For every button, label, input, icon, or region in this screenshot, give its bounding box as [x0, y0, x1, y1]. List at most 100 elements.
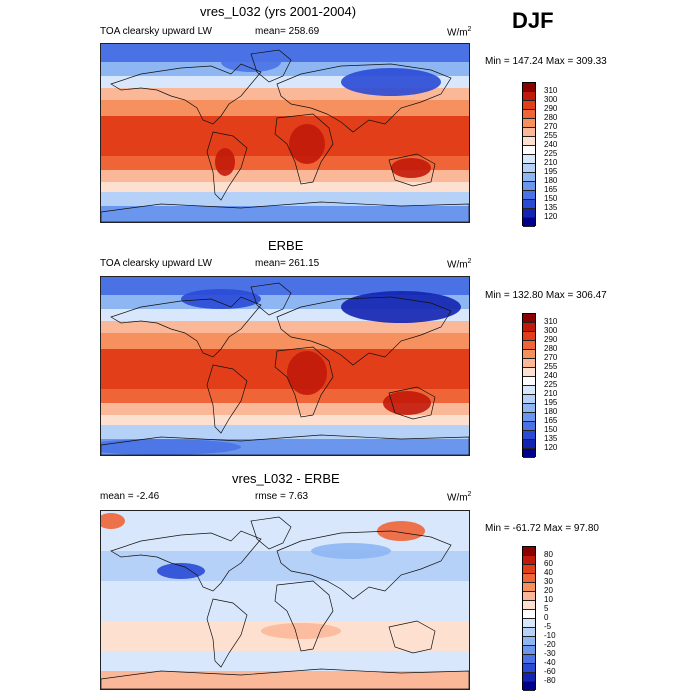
colorbar-swatch [523, 314, 535, 323]
colorbar-swatch [523, 386, 535, 395]
field-band [101, 403, 469, 415]
colorbar-tick-label: -10 [544, 631, 556, 640]
coastline [110, 296, 262, 358]
field-band [101, 321, 469, 333]
panel1-colorbar [522, 82, 536, 227]
panel3-mean-label: mean = -2.46 [100, 491, 160, 502]
coastline [101, 434, 469, 455]
field-band [101, 116, 469, 156]
colorbar-swatch [523, 395, 535, 404]
panel2-mean-label: mean= 261.15 [255, 258, 320, 269]
field-band [101, 44, 469, 62]
colorbar-tick-label: 210 [544, 389, 558, 398]
colorbar-tick-label: 255 [544, 362, 558, 371]
colorbar-swatch [523, 341, 535, 350]
coastline [388, 620, 436, 654]
colorbar-tick-label: -80 [544, 676, 556, 685]
colorbar-tick-label: 270 [544, 353, 558, 362]
panel2-title: ERBE [268, 238, 304, 253]
colorbar-swatch [523, 628, 535, 637]
colorbar-swatch [523, 332, 535, 341]
colorbar-tick-label: 240 [544, 140, 558, 149]
panel3-minmax: Min = -61.72 Max = 97.80 [485, 523, 599, 534]
colorbar-swatch [523, 449, 535, 458]
field-anomaly [157, 563, 205, 579]
colorbar-tick-label: 195 [544, 398, 558, 407]
colorbar-tick-label: 60 [544, 559, 553, 568]
field-band [101, 425, 469, 439]
colorbar-swatch [523, 137, 535, 146]
colorbar-tick-label: 40 [544, 568, 553, 577]
colorbar-swatch [523, 556, 535, 565]
colorbar-swatch [523, 637, 535, 646]
field-band [101, 277, 469, 295]
coastline [101, 668, 469, 689]
panel2-variable-label: TOA clearsky upward LW [100, 258, 212, 269]
panel3-title: vres_L032 - ERBE [232, 471, 340, 486]
colorbar-swatch [523, 565, 535, 574]
colorbar-tick-label: 0 [544, 613, 549, 622]
coastline [101, 201, 469, 222]
panel3-rmse-label: rmse = 7.63 [255, 491, 309, 502]
colorbar-tick-label: 80 [544, 550, 553, 559]
panel1-mean-label: mean= 258.69 [255, 26, 320, 37]
coastline [276, 296, 452, 366]
colorbar-tick-label: 120 [544, 443, 558, 452]
field-anomaly [221, 52, 281, 72]
field-anomaly [261, 623, 341, 639]
field-anomaly [341, 291, 461, 323]
colorbar-swatch [523, 440, 535, 449]
colorbar-swatch [523, 673, 535, 682]
panel3-map [100, 510, 470, 690]
panel2-map [100, 276, 470, 456]
colorbar-swatch [523, 422, 535, 431]
field-anomaly [215, 148, 235, 176]
coastline [110, 63, 262, 125]
panel2-units: W/m2 [447, 258, 472, 271]
colorbar-tick-label: 280 [544, 344, 558, 353]
panel3-units: W/m2 [447, 491, 472, 504]
colorbar-swatch [523, 209, 535, 218]
field-anomaly [383, 391, 431, 415]
colorbar-tick-label: 240 [544, 371, 558, 380]
colorbar-swatch [523, 646, 535, 655]
colorbar-tick-label: 165 [544, 416, 558, 425]
colorbar-tick-label: 150 [544, 194, 558, 203]
colorbar-tick-label: 225 [544, 380, 558, 389]
colorbar-tick-label: 270 [544, 122, 558, 131]
colorbar-tick-label: -20 [544, 640, 556, 649]
colorbar-tick-label: 135 [544, 203, 558, 212]
colorbar-tick-label: 135 [544, 434, 558, 443]
colorbar-tick-label: 210 [544, 158, 558, 167]
field-band [101, 415, 469, 425]
field-band [101, 182, 469, 192]
colorbar-tick-label: -60 [544, 667, 556, 676]
colorbar-swatch [523, 155, 535, 164]
panel1-title: vres_L032 (yrs 2001-2004) [200, 4, 357, 19]
panel2-colorbar [522, 313, 536, 458]
field-band [101, 156, 469, 170]
colorbar-tick-label: 180 [544, 176, 558, 185]
colorbar-swatch [523, 610, 535, 619]
field-anomaly [101, 513, 125, 529]
field-band [101, 389, 469, 403]
colorbar-tick-label: 280 [544, 113, 558, 122]
coastline [206, 131, 248, 201]
colorbar-tick-label: 255 [544, 131, 558, 140]
colorbar-tick-label: 310 [544, 86, 558, 95]
field-band [101, 206, 469, 222]
coastline [276, 530, 452, 600]
field-anomaly [101, 439, 241, 455]
field-band [101, 100, 469, 116]
coastline [206, 364, 248, 434]
colorbar-swatch [523, 119, 535, 128]
colorbar-swatch [523, 574, 535, 583]
colorbar-tick-label: 180 [544, 407, 558, 416]
colorbar-tick-label: 10 [544, 595, 553, 604]
panel2-minmax: Min = 132.80 Max = 306.47 [485, 290, 607, 301]
coastline [276, 63, 452, 133]
colorbar-tick-label: 120 [544, 212, 558, 221]
colorbar-swatch [523, 377, 535, 386]
colorbar-swatch [523, 368, 535, 377]
field-anomaly [377, 521, 425, 541]
